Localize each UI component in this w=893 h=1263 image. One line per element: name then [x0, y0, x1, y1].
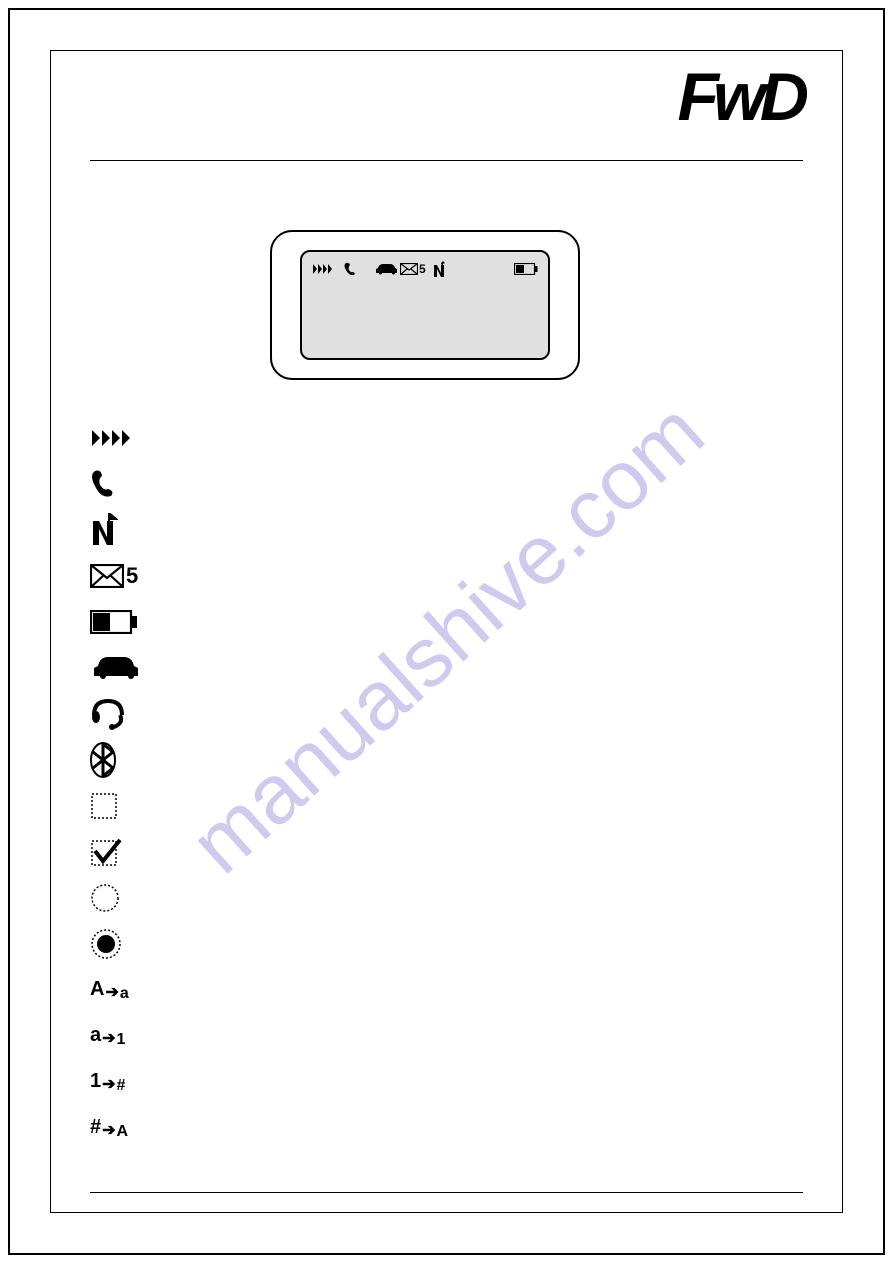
lcd-status-bar: 5 [312, 258, 538, 280]
list-item [90, 650, 150, 685]
header-rule [90, 160, 803, 161]
bluetooth-icon [90, 742, 116, 778]
signal-icon [312, 262, 340, 276]
list-item: #➔A [90, 1110, 150, 1145]
list-item [90, 604, 150, 639]
text-mode-lower-num-icon: a➔1 [90, 1024, 125, 1047]
list-item: a➔1 [90, 1018, 150, 1053]
nav-icon [90, 513, 118, 547]
lcd-frame: 5 [270, 230, 580, 380]
nav-icon [432, 261, 446, 277]
list-item [90, 926, 150, 961]
list-item [90, 696, 150, 731]
radio-selected-icon [90, 928, 122, 960]
list-item [90, 788, 150, 823]
list-item [90, 834, 150, 869]
checkbox-checked-icon [90, 837, 122, 867]
text-mode-upper-lower-icon: A➔a [90, 978, 129, 1001]
phone-icon [344, 262, 356, 276]
envelope-icon [400, 263, 418, 275]
list-item: 5 [90, 558, 150, 593]
message-count-badge: 5 [126, 563, 138, 589]
list-item [90, 420, 150, 455]
phone-icon [90, 469, 116, 499]
list-item [90, 742, 150, 777]
message-count: 5 [419, 262, 426, 276]
lcd-screen: 5 [300, 250, 550, 360]
icon-legend-list: 5 [90, 420, 150, 1145]
list-item: 1➔# [90, 1064, 150, 1099]
car-icon [90, 653, 140, 683]
battery-icon [90, 610, 138, 634]
list-item: A➔a [90, 972, 150, 1007]
brand-logo: FwD [677, 70, 803, 124]
car-icon [374, 262, 398, 276]
checkbox-empty-icon [90, 792, 118, 820]
text-mode-sym-upper-icon: #➔A [90, 1116, 128, 1139]
list-item [90, 466, 150, 501]
battery-icon [514, 263, 538, 275]
text-mode-num-sym-icon: 1➔# [90, 1070, 125, 1093]
signal-icon [90, 427, 140, 449]
headset-icon [90, 697, 126, 731]
envelope-icon [90, 564, 124, 588]
page-content: FwD [90, 70, 803, 1193]
list-item [90, 512, 150, 547]
radio-empty-icon [90, 883, 120, 913]
list-item [90, 880, 150, 915]
footer-rule [90, 1192, 803, 1193]
